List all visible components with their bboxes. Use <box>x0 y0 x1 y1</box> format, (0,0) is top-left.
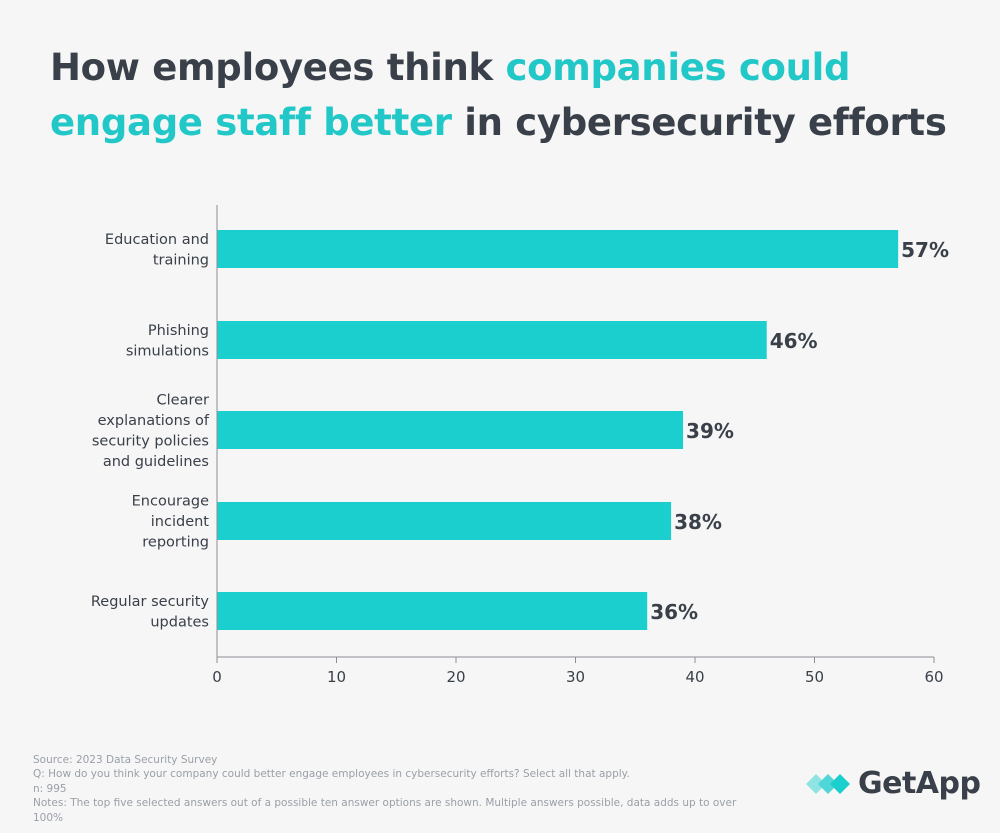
footer-source: Source: 2023 Data Security Survey <box>33 754 218 766</box>
getapp-logo: GetApp <box>806 766 981 801</box>
x-tick-label-3: 30 <box>566 668 585 686</box>
x-tick-label-6: 60 <box>924 668 943 686</box>
bar-3 <box>217 502 672 540</box>
bar-value-label-0: 57% <box>901 238 949 262</box>
x-tick-label-0: 0 <box>212 668 222 686</box>
category-label-1: Phishing simulations <box>126 323 209 360</box>
x-tick-label-2: 20 <box>446 668 465 686</box>
x-tick-label-5: 50 <box>805 668 824 686</box>
brand-name: GetApp <box>858 766 981 801</box>
getapp-logo-icon <box>806 773 850 794</box>
title-highlight-1: companies could <box>505 46 851 89</box>
footer-notes: Source: 2023 Data Security Survey Q: How… <box>33 753 753 825</box>
category-label-0: Education and training <box>105 232 209 269</box>
footer-sample-size: n: 995 <box>33 782 67 795</box>
bar-value-label-1: 46% <box>770 329 818 353</box>
category-label-2: Clearer explanations of security policies a… <box>92 392 210 470</box>
bar-2 <box>217 411 684 449</box>
footer-question: Q: How do you think your company could b… <box>33 768 630 781</box>
chart-title: How employees think companies could engag… <box>50 40 950 150</box>
x-tick-label-4: 40 <box>685 668 704 686</box>
bar-1 <box>217 321 767 359</box>
bar-4 <box>217 592 648 630</box>
footer-notes-text: Notes: The top five selected answers out… <box>33 797 737 824</box>
bar-0 <box>217 230 899 268</box>
title-highlight-2: engage staff better <box>50 101 452 144</box>
category-label-3: Encourage incident reporting <box>132 494 210 551</box>
bar-value-label-2: 39% <box>686 419 734 443</box>
bar-value-label-4: 36% <box>650 600 698 624</box>
x-tick-label-1: 10 <box>327 668 346 686</box>
title-part-1: How employees think <box>50 46 506 89</box>
category-label-4: Regular security updates <box>91 594 210 631</box>
bar-value-label-3: 38% <box>674 510 722 534</box>
title-part-2: in cybersecurity efforts <box>451 101 947 144</box>
